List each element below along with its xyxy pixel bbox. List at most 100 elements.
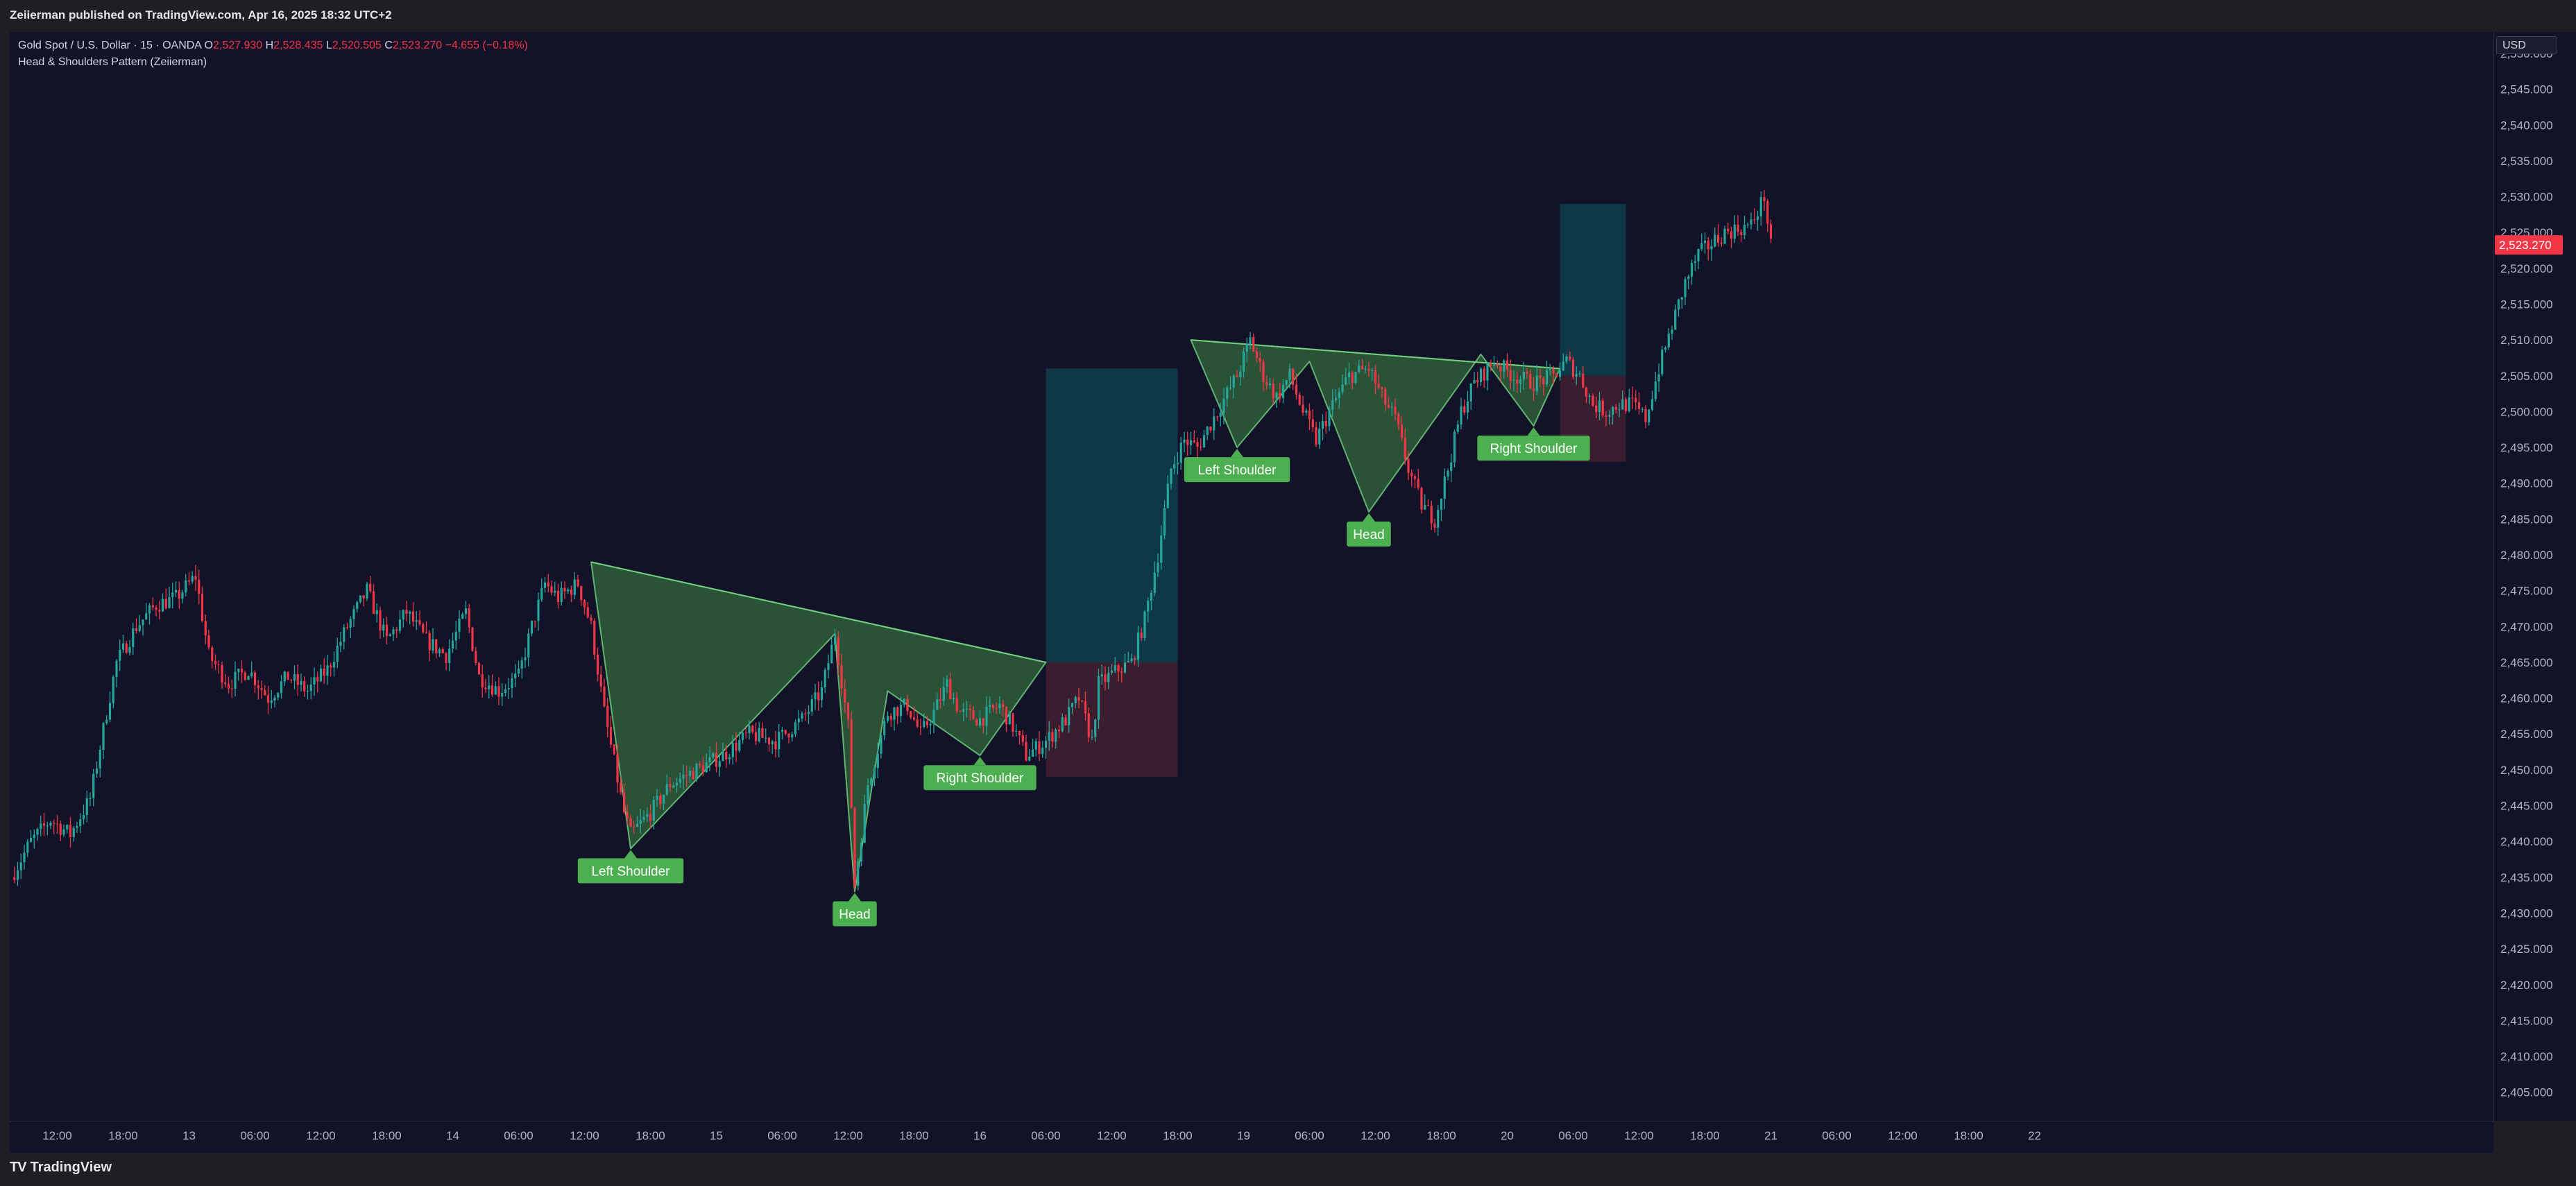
candle-body <box>507 688 510 689</box>
candle-body <box>1008 713 1011 725</box>
candle-body <box>1160 535 1163 563</box>
candle-body <box>886 715 889 721</box>
candle-body <box>949 679 952 700</box>
candle-body <box>662 794 665 804</box>
candle-body <box>445 653 447 663</box>
legend-indicator[interactable]: Head & Shoulders Pattern (Zeiierman) <box>18 56 207 68</box>
label-pointer-icon <box>1363 513 1375 522</box>
candle-body <box>556 590 560 603</box>
candle-body <box>616 754 619 783</box>
candle-body <box>1206 427 1209 436</box>
price-tick-label: 2,505.000 <box>2500 370 2553 383</box>
candle-body <box>115 660 118 677</box>
candle-body <box>603 686 606 707</box>
candle-body <box>1479 368 1483 382</box>
pattern-label-right-shoulder: Right Shoulder <box>937 771 1024 786</box>
candle-body <box>1614 406 1617 410</box>
candle-body <box>870 778 873 785</box>
time-tick-label: 12:00 <box>42 1129 72 1142</box>
price-tick-label: 2,480.000 <box>2500 549 2553 562</box>
price-tick-label: 2,415.000 <box>2500 1014 2553 1027</box>
candle-body <box>781 730 784 732</box>
legend-high-label: H <box>265 40 274 51</box>
candle-body <box>1345 377 1347 385</box>
candle-body <box>1522 371 1525 380</box>
candle-body <box>573 579 576 595</box>
candle-body <box>270 701 273 703</box>
candle-body <box>244 672 246 680</box>
candle-body <box>1562 361 1564 371</box>
candle-body <box>554 590 556 593</box>
time-tick-label: 18:00 <box>108 1129 138 1142</box>
candle-body <box>1690 263 1694 277</box>
candle-body <box>339 642 342 646</box>
candle-body <box>1595 405 1598 413</box>
candle-body <box>1700 243 1703 250</box>
candle-body <box>1025 741 1027 761</box>
tradingview-logo[interactable]: TV TradingView <box>10 1160 112 1176</box>
candle-body <box>778 732 781 750</box>
candle-body <box>1390 406 1393 408</box>
candle-body <box>138 625 141 631</box>
price-tick-label: 2,445.000 <box>2500 800 2553 813</box>
candle-body <box>1674 309 1677 330</box>
candle-body <box>1426 505 1430 506</box>
candle-body <box>349 619 352 628</box>
candle-body <box>675 782 679 786</box>
candle-body <box>204 621 207 636</box>
price-tick-label: 2,485.000 <box>2500 513 2553 526</box>
candle-body <box>787 733 790 738</box>
candle-body <box>1374 370 1377 384</box>
candle-body <box>1068 707 1071 725</box>
candle-body <box>722 752 724 762</box>
candle-body <box>1216 416 1219 418</box>
candle-body <box>1424 505 1426 510</box>
legend-close: 2,523.270 <box>392 40 443 51</box>
candle-body <box>923 721 926 727</box>
candle-body <box>1582 373 1585 388</box>
candle-body <box>132 628 135 647</box>
candle-body <box>85 798 88 816</box>
candle-body <box>1535 375 1538 392</box>
candle-body <box>1015 730 1018 732</box>
candle-body <box>1529 373 1532 388</box>
candle-body <box>1483 368 1485 381</box>
candle-body <box>620 782 622 793</box>
chart-area[interactable] <box>10 32 2493 1121</box>
candle-body <box>343 627 346 642</box>
candle-body <box>1328 409 1331 427</box>
candle-body <box>1486 363 1489 381</box>
candle-body <box>1292 368 1295 385</box>
candle-body <box>1671 329 1673 334</box>
candle-body <box>1002 703 1005 707</box>
candle-body <box>1578 373 1581 375</box>
candle-body <box>26 841 29 853</box>
candle-body <box>1360 366 1364 370</box>
candle-body <box>1601 400 1604 416</box>
time-tick-label: 19 <box>1237 1129 1250 1142</box>
target-zone-1 <box>1046 368 1178 662</box>
candle-body <box>599 674 602 687</box>
candle-body <box>1255 351 1259 359</box>
pattern-label-box <box>577 858 684 884</box>
candle-body <box>715 753 718 767</box>
candle-body <box>794 722 797 734</box>
candle-body <box>833 637 837 645</box>
price-axis[interactable] <box>2493 32 2576 1121</box>
candle-body <box>201 594 204 621</box>
candle-body <box>1585 387 1588 397</box>
candle-body <box>814 692 817 700</box>
candle-body <box>1268 383 1272 386</box>
candle-body <box>824 669 826 687</box>
candle-body <box>1608 415 1611 417</box>
pattern-label-box <box>833 901 877 927</box>
time-axis[interactable] <box>10 1121 2493 1153</box>
legend-symbol-row: Gold Spot / U.S. Dollar · 15 · OANDA O2,… <box>18 37 528 54</box>
pattern-label-left-shoulder: Left Shoulder <box>1197 463 1277 478</box>
currency-button[interactable]: USD <box>2496 36 2557 54</box>
candle-body <box>296 673 299 685</box>
time-tick-label: 06:00 <box>1558 1129 1588 1142</box>
candle-body <box>323 668 325 676</box>
hs-pattern-1 <box>590 561 1047 893</box>
